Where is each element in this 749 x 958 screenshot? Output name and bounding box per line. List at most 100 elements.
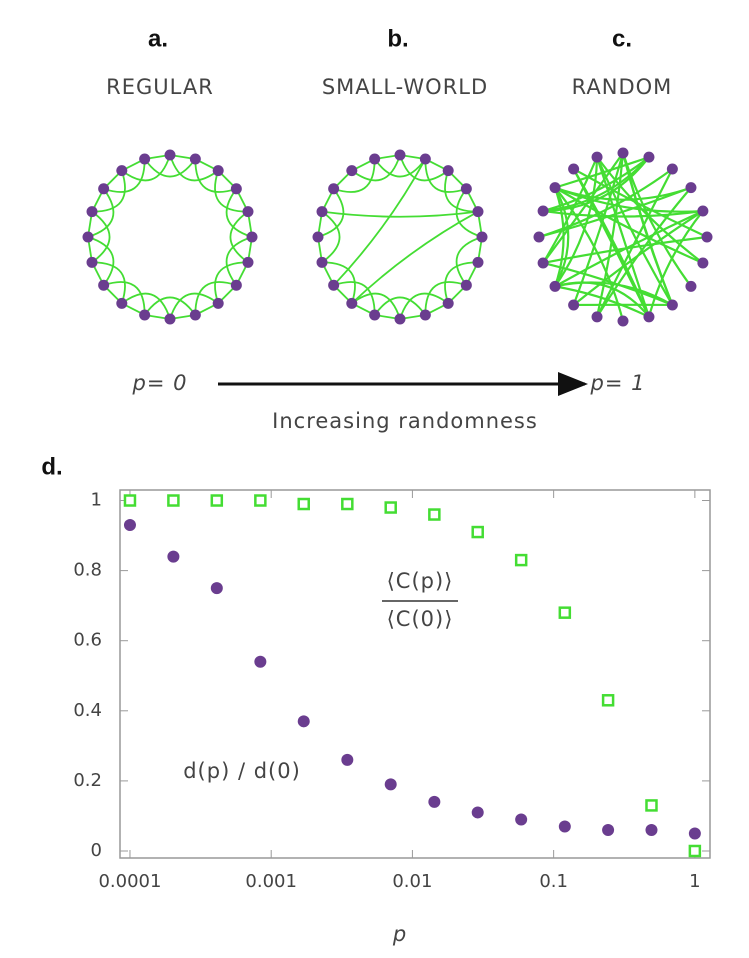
point <box>559 820 571 832</box>
x-tick-label: 0.001 <box>245 871 297 892</box>
edge <box>230 212 248 263</box>
node <box>685 182 696 193</box>
node <box>395 150 406 161</box>
point <box>602 824 614 836</box>
node <box>317 257 328 268</box>
node <box>477 232 488 243</box>
node <box>231 183 242 194</box>
node <box>83 232 94 243</box>
point <box>645 824 657 836</box>
node <box>420 309 431 320</box>
point <box>473 527 483 537</box>
networks <box>83 148 713 327</box>
node <box>369 309 380 320</box>
node <box>697 206 708 217</box>
node <box>231 280 242 291</box>
node <box>247 232 258 243</box>
x-tick-label: 0.0001 <box>98 871 161 892</box>
point <box>298 715 310 727</box>
edge <box>322 212 478 217</box>
y-tick-label: 1 <box>91 490 102 511</box>
node <box>313 232 324 243</box>
panel-label: SMALL-WORLD <box>322 75 488 99</box>
node <box>538 257 549 268</box>
node <box>116 165 127 176</box>
y-tick-label: 0.6 <box>73 630 102 651</box>
point <box>689 827 701 839</box>
node <box>190 154 201 165</box>
node <box>139 154 150 165</box>
panel-letter: a. <box>148 25 168 52</box>
node <box>592 152 603 163</box>
panel-letter: c. <box>612 25 632 52</box>
point <box>167 551 179 563</box>
y-tick-label: 0.8 <box>73 560 102 581</box>
y-tick-label: 0.2 <box>73 770 102 791</box>
node <box>697 257 708 268</box>
point <box>603 695 613 705</box>
node <box>242 206 253 217</box>
node <box>213 165 224 176</box>
node <box>643 152 654 163</box>
point <box>125 496 135 506</box>
point <box>255 496 265 506</box>
edge <box>334 159 426 285</box>
point <box>212 496 222 506</box>
node <box>461 183 472 194</box>
y-tick-label: 0.4 <box>73 700 102 721</box>
point <box>515 813 527 825</box>
arrow-right-label: p= 1 <box>590 371 646 395</box>
point <box>342 499 352 509</box>
figure: a. b. c. REGULAR SMALL-WORLD RANDOM p= 0… <box>0 0 749 958</box>
node <box>317 206 328 217</box>
node <box>346 165 357 176</box>
x-axis-label: p <box>392 922 407 946</box>
arrow-left-label: p= 0 <box>132 371 188 395</box>
panel-label: RANDOM <box>572 75 673 99</box>
point <box>472 806 484 818</box>
point <box>386 503 396 513</box>
node <box>87 257 98 268</box>
node <box>461 280 472 291</box>
node <box>618 316 629 327</box>
point <box>385 778 397 790</box>
edge <box>92 212 110 263</box>
node <box>618 148 629 159</box>
edge <box>322 212 340 263</box>
node <box>443 298 454 309</box>
series-label-numerator: ⟨C(p)⟩ <box>387 569 454 593</box>
node <box>213 298 224 309</box>
edge <box>375 297 426 315</box>
x-tick-label: 0.01 <box>392 871 432 892</box>
panel-label: REGULAR <box>106 75 214 99</box>
node <box>190 309 201 320</box>
panel-letter: d. <box>41 453 62 480</box>
node <box>443 165 454 176</box>
point <box>560 608 570 618</box>
node <box>568 299 579 310</box>
x-tick-label: 0.1 <box>539 871 568 892</box>
point <box>690 846 700 856</box>
node <box>165 314 176 325</box>
arrow-caption: Increasing randomness <box>272 409 538 433</box>
node <box>550 182 561 193</box>
node <box>98 280 109 291</box>
node <box>395 314 406 325</box>
series-label-denominator: ⟨C(0)⟩ <box>387 607 454 631</box>
point <box>211 582 223 594</box>
node <box>116 298 127 309</box>
node <box>87 206 98 217</box>
node <box>534 232 545 243</box>
node <box>667 164 678 175</box>
point <box>646 800 656 810</box>
node <box>550 281 561 292</box>
node <box>328 183 339 194</box>
series-label: d(p) / d(0) <box>183 759 301 783</box>
node <box>568 164 579 175</box>
node <box>98 183 109 194</box>
node <box>592 311 603 322</box>
point <box>168 496 178 506</box>
node <box>165 150 176 161</box>
node <box>538 206 549 217</box>
point <box>428 796 440 808</box>
